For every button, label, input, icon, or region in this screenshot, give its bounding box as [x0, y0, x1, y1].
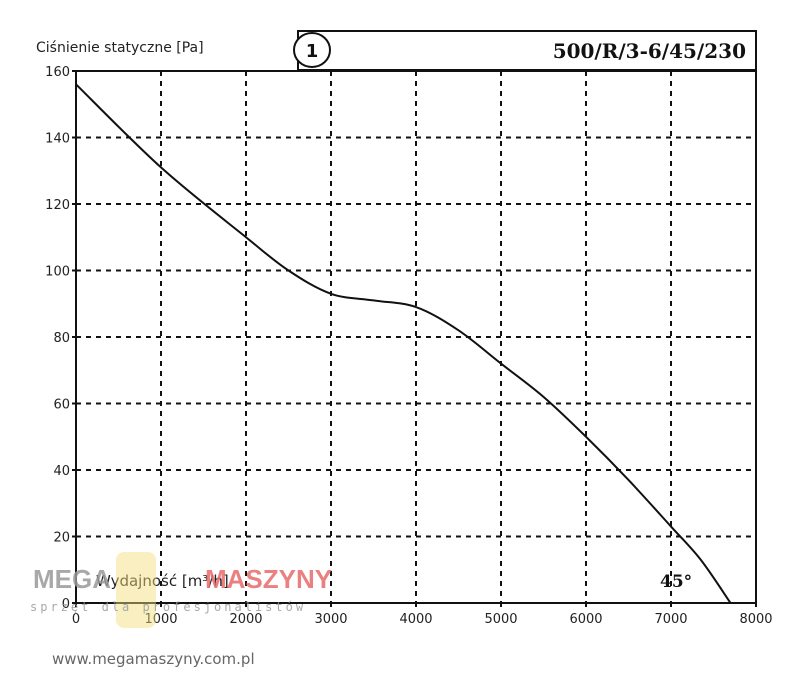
y-tick-label-5: 100 [45, 265, 70, 280]
x-tick-label-5: 5000 [484, 612, 517, 627]
x-tick-label-1: 1000 [144, 612, 177, 627]
watermark-tagline: sprzęt dla profesjonalistów [30, 600, 306, 614]
watermark-logo-maszyny: MASZYNY [205, 564, 332, 594]
watermark-logo-mega: MEGA [33, 564, 111, 594]
x-tick-label-6: 6000 [569, 612, 602, 627]
y-tick-label-7: 140 [45, 132, 70, 147]
x-tick-label-8: 8000 [739, 612, 772, 627]
x-tick-label-3: 3000 [314, 612, 347, 627]
y-tick-label-3: 60 [53, 398, 70, 413]
watermark-url: www.megamaszyny.com.pl [52, 650, 255, 668]
y-tick-label-8: 160 [45, 65, 70, 80]
y-tick-label-4: 80 [53, 331, 70, 346]
curve-number: 1 [306, 41, 319, 62]
y-tick-label-1: 20 [53, 531, 70, 546]
y-tick-labels: 0 20 40 60 80 100 120 140 160 [45, 65, 76, 612]
curve-number-circle [293, 32, 331, 68]
x-tick-label-4: 4000 [399, 612, 432, 627]
x-tick-label-7: 7000 [654, 612, 687, 627]
y-axis-label: Ciśnienie statyczne [Pa] [36, 40, 204, 56]
y-tick-label-2: 40 [53, 464, 70, 479]
performance-curve [75, 83, 732, 604]
watermark-logo: MEGA MASZYNY sprzęt dla profesjonalistów [30, 552, 332, 628]
angle-label: 45° [660, 572, 692, 592]
y-tick-label-0: 0 [62, 597, 70, 612]
y-tick-label-6: 120 [45, 198, 70, 213]
watermark-logo-shape [116, 552, 156, 628]
model-box [297, 30, 757, 71]
model-label: 500/R/3-6/45/230 [553, 39, 746, 63]
x-tick-label-2: 2000 [229, 612, 262, 627]
grid [76, 71, 756, 603]
x-tick-label-0: 0 [72, 612, 80, 627]
x-tick-labels: 0 1000 2000 3000 4000 5000 6000 7000 8000 [72, 603, 773, 627]
x-axis-label: Wydajność [m³/h] [96, 572, 229, 590]
